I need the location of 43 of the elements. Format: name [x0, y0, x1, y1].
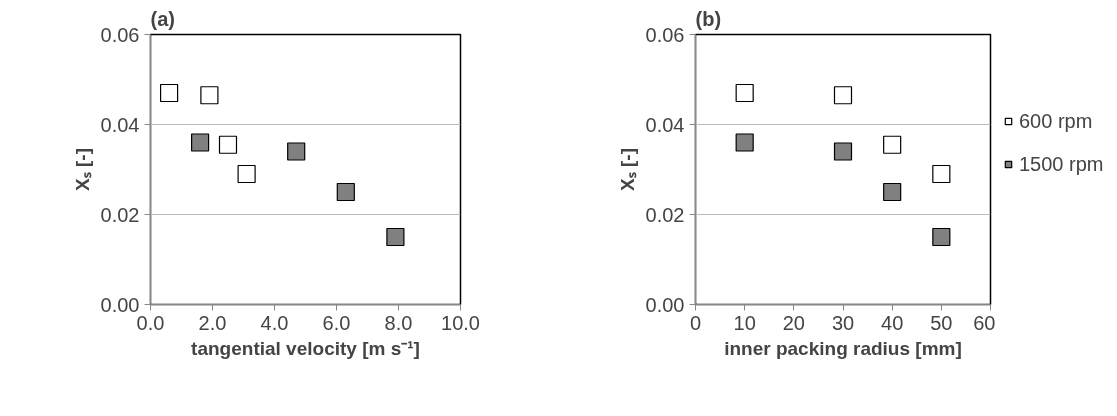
legend-label: 1500 rpm	[1019, 152, 1104, 176]
point	[833, 142, 853, 161]
x-tick-label: 60	[973, 311, 996, 334]
point	[200, 86, 219, 105]
point	[932, 164, 951, 184]
y-axis-title: Xₛ [-]	[616, 148, 638, 191]
x-tick-label: 2.0	[198, 311, 227, 334]
point	[883, 135, 902, 154]
x-tick-label: 0	[689, 311, 702, 334]
y-tick-label: 0.06	[100, 23, 140, 46]
point	[883, 182, 902, 202]
y-tick-label: 0.02	[100, 203, 140, 226]
x-tick-label: 30	[831, 311, 855, 334]
y-tick-label: 0.02	[645, 203, 685, 226]
y-tick-label: 0.04	[645, 113, 685, 136]
chart-title: (a)	[150, 7, 175, 30]
x-tick-label: 20	[782, 311, 805, 334]
y-tick-label: 0.00	[645, 293, 685, 316]
point	[218, 135, 238, 154]
x-tick-label: 4.0	[260, 311, 289, 334]
x-axis-title: inner packing radius [mm]	[724, 337, 962, 359]
x-tick-label: 40	[881, 311, 904, 334]
legend-label: 600 rpm	[1019, 109, 1093, 133]
y-axis-title: Xₛ [-]	[71, 148, 93, 191]
x-tick-label: 8.0	[384, 311, 413, 334]
point	[735, 133, 754, 152]
x-tick-label: 50	[930, 311, 953, 334]
x-tick-label: 10	[733, 311, 756, 334]
point	[833, 86, 853, 105]
point	[287, 142, 306, 161]
point	[336, 182, 355, 202]
x-axis-title: tangential velocity [m s⁻¹]	[191, 337, 420, 359]
chart-title: (b)	[695, 7, 722, 30]
point	[160, 83, 179, 103]
x-tick-label: 6.0	[322, 311, 351, 334]
y-tick-label: 0.06	[645, 23, 685, 46]
x-tick-label: 10.0	[441, 311, 480, 334]
y-tick-label: 0.04	[100, 113, 140, 136]
point	[237, 164, 256, 184]
point	[191, 133, 210, 152]
point	[735, 83, 754, 103]
point	[386, 227, 405, 247]
point	[932, 227, 951, 247]
